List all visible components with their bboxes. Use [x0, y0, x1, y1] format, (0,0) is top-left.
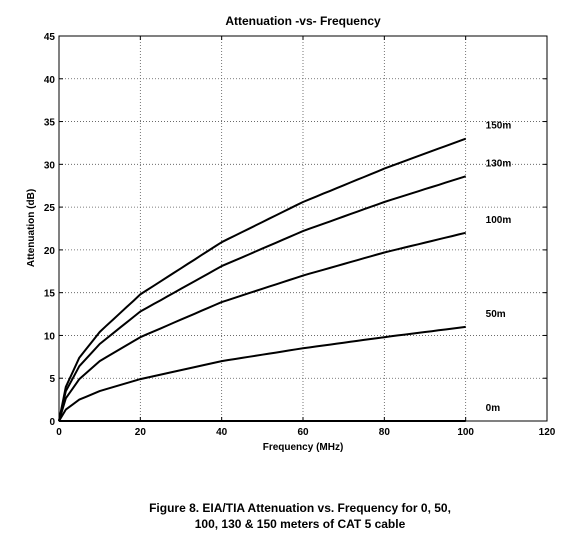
series-line-150m	[58, 137, 467, 422]
y-tick-label: 35	[44, 118, 56, 129]
series-lines	[58, 137, 467, 422]
x-axis-label: Frequency (MHz)	[263, 442, 344, 453]
series-line-130m	[58, 175, 466, 422]
x-tick-label: 0	[56, 427, 62, 438]
x-tick-label: 40	[216, 427, 228, 438]
y-tick-label: 45	[44, 32, 56, 43]
caption-line-2: 100, 130 & 150 meters of CAT 5 cable	[194, 517, 406, 531]
x-tick-label: 120	[539, 427, 556, 438]
y-tick-label: 5	[49, 374, 55, 385]
y-tick-label: 10	[44, 331, 56, 342]
x-tick-label: 20	[135, 427, 147, 438]
y-axis-label: Attenuation (dB)	[26, 189, 37, 267]
y-tick-label: 0	[49, 417, 55, 428]
caption-line-1: Figure 8. EIA/TIA Attenuation vs. Freque…	[149, 501, 451, 515]
x-tick-label: 80	[379, 427, 391, 438]
chart-title: Attenuation -vs- Frequency	[225, 14, 381, 28]
y-tick-label: 40	[44, 75, 56, 86]
series-label-0m: 0m	[486, 403, 501, 414]
series-label-150m: 150m	[486, 121, 512, 132]
series-line-50m	[58, 325, 466, 422]
y-tick-labels: 0 5 10 15 20 25 30 35 40 45	[44, 32, 56, 428]
series-label-50m: 50m	[486, 309, 506, 320]
y-tick-label: 15	[44, 289, 56, 300]
y-tick-label: 30	[44, 160, 56, 171]
x-tick-label: 60	[297, 427, 309, 438]
series-labels: 150m 130m 100m 50m 0m	[486, 121, 512, 414]
series-label-100m: 100m	[486, 215, 512, 226]
series-label-130m: 130m	[486, 158, 512, 169]
x-tick-labels: 0 20 40 60 80 100 120	[56, 427, 556, 438]
series-line-100m	[58, 231, 466, 422]
y-tick-label: 25	[44, 203, 56, 214]
y-tick-label: 20	[44, 246, 56, 257]
x-tick-label: 100	[457, 427, 474, 438]
figure-caption: Figure 8. EIA/TIA Attenuation vs. Freque…	[0, 500, 577, 532]
